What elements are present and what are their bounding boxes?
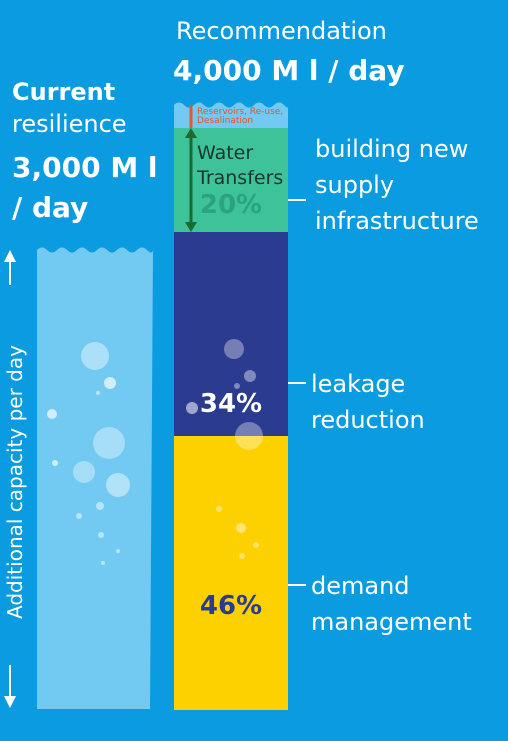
- reservoir-water-top: [174, 102, 289, 128]
- current-value: 3,000 M l / day: [12, 151, 158, 224]
- leakage-label: leakage reduction: [311, 370, 425, 434]
- leader-lines: [288, 199, 306, 586]
- recommendation-title: Recommendation: [176, 17, 387, 45]
- current-bar: [37, 247, 153, 709]
- recommendation-value: 4,000 M l / day: [173, 54, 405, 87]
- demand-bubbles: [216, 506, 259, 559]
- demand-label: demand management: [311, 572, 472, 636]
- infrastructure-label: building new supply infrastructure: [315, 135, 479, 235]
- infrastructure-percent: 20%: [199, 190, 263, 220]
- current-bubbles: [47, 342, 130, 565]
- reservoirs-label: Reservoirs, Re-use, Desalination: [197, 107, 284, 126]
- transfers-arrow: [185, 128, 197, 232]
- leakage-bubbles: [186, 339, 263, 450]
- leakage-percent: 34%: [199, 389, 263, 419]
- current-title-bold: Current: [12, 78, 116, 106]
- transfers-label: Water Transfers: [197, 142, 284, 189]
- segment-demand: [174, 436, 288, 710]
- current-title-light: resilience: [12, 110, 127, 138]
- demand-percent: 46%: [199, 591, 263, 621]
- y-axis-arrow: [4, 250, 16, 708]
- segment-transfers: [174, 128, 288, 232]
- y-axis-label: Additional capacity per day: [3, 345, 27, 619]
- segment-leakage: [174, 232, 288, 436]
